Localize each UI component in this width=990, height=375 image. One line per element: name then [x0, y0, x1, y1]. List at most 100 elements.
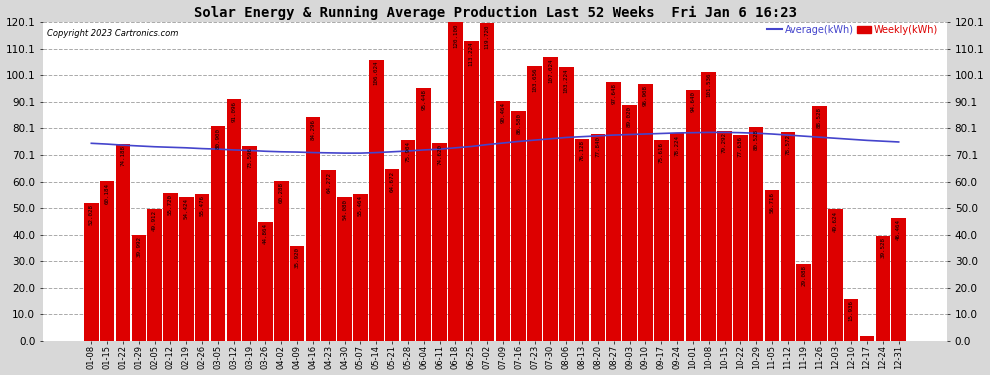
Text: 106.024: 106.024	[374, 61, 379, 86]
Bar	[401, 140, 415, 341]
Bar	[654, 140, 668, 341]
Text: 73.596: 73.596	[248, 147, 252, 168]
Bar	[859, 336, 874, 341]
Text: 52.028: 52.028	[89, 204, 94, 225]
Text: 29.088: 29.088	[801, 265, 806, 286]
Text: 55.720: 55.720	[168, 195, 173, 216]
Bar	[575, 139, 589, 341]
Bar	[607, 82, 621, 341]
Bar	[338, 198, 351, 341]
Text: 44.864: 44.864	[263, 223, 268, 244]
Legend: Average(kWh), Weekly(kWh): Average(kWh), Weekly(kWh)	[763, 21, 942, 39]
Bar	[702, 72, 716, 341]
Text: 35.920: 35.920	[295, 247, 300, 268]
Text: 75.904: 75.904	[406, 141, 411, 162]
Text: 77.636: 77.636	[738, 136, 742, 157]
Text: 78.224: 78.224	[674, 135, 679, 156]
Text: 39.992: 39.992	[137, 236, 142, 257]
Bar	[385, 170, 399, 341]
Text: 64.272: 64.272	[327, 172, 332, 193]
Text: 55.464: 55.464	[358, 195, 363, 216]
Bar	[733, 135, 747, 341]
Bar	[812, 106, 827, 341]
Bar	[544, 57, 557, 341]
Bar	[670, 134, 684, 341]
Text: 54.424: 54.424	[184, 198, 189, 219]
Text: 95.448: 95.448	[422, 89, 427, 110]
Bar	[369, 60, 383, 341]
Bar	[132, 235, 147, 341]
Text: 46.464: 46.464	[896, 219, 901, 240]
Text: 90.464: 90.464	[500, 102, 506, 123]
Bar	[195, 194, 210, 341]
Bar	[748, 127, 763, 341]
Text: 60.184: 60.184	[105, 183, 110, 204]
Text: 74.620: 74.620	[438, 144, 443, 165]
Text: 103.224: 103.224	[563, 68, 568, 93]
Text: 80.528: 80.528	[753, 129, 758, 150]
Text: 119.720: 119.720	[484, 25, 490, 49]
Text: 97.648: 97.648	[611, 83, 616, 104]
Bar	[211, 126, 226, 341]
Bar	[353, 194, 367, 341]
Bar	[718, 130, 732, 341]
Bar	[512, 111, 526, 341]
Bar	[258, 222, 272, 341]
Bar	[875, 236, 890, 341]
Bar	[496, 101, 510, 341]
Bar	[464, 40, 478, 341]
Text: 103.656: 103.656	[532, 67, 538, 92]
Bar	[559, 67, 573, 341]
Bar	[100, 181, 115, 341]
Bar	[227, 99, 242, 341]
Bar	[639, 84, 652, 341]
Text: 79.292: 79.292	[722, 132, 727, 153]
Bar	[322, 171, 336, 341]
Bar	[843, 299, 858, 341]
Bar	[686, 90, 700, 341]
Bar	[148, 209, 162, 341]
Text: 94.640: 94.640	[690, 91, 695, 112]
Bar	[417, 88, 431, 341]
Text: 54.080: 54.080	[343, 199, 347, 220]
Bar	[163, 193, 178, 341]
Bar	[84, 203, 99, 341]
Text: 77.840: 77.840	[595, 136, 600, 157]
Text: Copyright 2023 Cartronics.com: Copyright 2023 Cartronics.com	[48, 28, 179, 38]
Text: 39.528: 39.528	[880, 237, 885, 258]
Text: 86.580: 86.580	[516, 112, 522, 134]
Bar	[290, 246, 304, 341]
Text: 60.288: 60.288	[279, 182, 284, 203]
Text: 64.672: 64.672	[390, 171, 395, 192]
Text: 74.188: 74.188	[121, 146, 126, 166]
Text: 15.936: 15.936	[848, 300, 853, 321]
Bar	[623, 105, 637, 341]
Bar	[243, 146, 257, 341]
Text: 120.100: 120.100	[452, 24, 458, 48]
Title: Solar Energy & Running Average Production Last 52 Weeks  Fri Jan 6 16:23: Solar Energy & Running Average Productio…	[193, 6, 797, 20]
Text: 88.528: 88.528	[817, 107, 822, 128]
Text: 49.912: 49.912	[152, 210, 157, 231]
Text: 80.900: 80.900	[216, 128, 221, 148]
Text: 89.020: 89.020	[627, 106, 632, 127]
Bar	[433, 143, 446, 341]
Bar	[796, 264, 811, 341]
Bar	[448, 22, 462, 341]
Text: 101.536: 101.536	[706, 73, 711, 98]
Text: 49.624: 49.624	[833, 211, 838, 232]
Text: 75.616: 75.616	[658, 142, 663, 163]
Bar	[828, 209, 842, 341]
Bar	[306, 117, 320, 341]
Text: 76.128: 76.128	[579, 140, 584, 161]
Bar	[480, 23, 494, 341]
Bar	[591, 134, 605, 341]
Text: 96.908: 96.908	[643, 85, 647, 106]
Text: 78.572: 78.572	[785, 134, 790, 155]
Text: 55.476: 55.476	[200, 195, 205, 216]
Bar	[780, 132, 795, 341]
Bar	[891, 218, 906, 341]
Bar	[274, 181, 288, 341]
Text: 56.716: 56.716	[769, 192, 774, 213]
Text: 91.096: 91.096	[232, 100, 237, 122]
Bar	[528, 66, 542, 341]
